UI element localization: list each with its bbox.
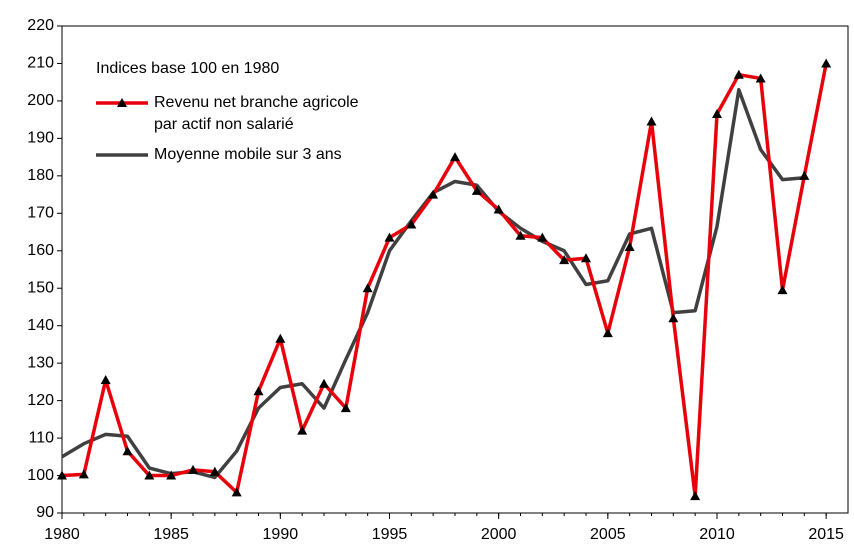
point-marker — [340, 403, 351, 413]
point-marker — [537, 232, 548, 242]
x-tick-label: 2015 — [808, 526, 844, 543]
y-tick-label: 130 — [27, 354, 54, 371]
legend-label: Moyenne mobile sur 3 ans — [154, 146, 342, 163]
series-line — [61, 63, 828, 498]
y-tick-label: 210 — [27, 55, 54, 72]
y-tick-label: 140 — [27, 317, 54, 334]
y-tick-label: 220 — [27, 17, 54, 34]
annotation: Indices base 100 en 1980 — [96, 60, 279, 77]
point-marker — [471, 185, 482, 195]
point-marker — [450, 152, 460, 162]
y-tick-label: 110 — [28, 429, 54, 446]
point-marker — [733, 69, 744, 79]
point-marker — [799, 170, 810, 180]
point-marker — [78, 469, 89, 479]
legend-label: Revenu net branche agricole par actif non… — [154, 94, 359, 133]
x-tick-label: 2010 — [699, 526, 735, 543]
y-tick-label: 90 — [36, 504, 54, 521]
point-marker — [144, 470, 155, 480]
y-tick-label: 160 — [27, 242, 54, 259]
point-marker — [755, 73, 766, 83]
point-marker — [297, 425, 308, 435]
x-tick-label: 1980 — [44, 526, 80, 543]
point-marker — [581, 253, 591, 263]
y-tick-label: 100 — [27, 467, 54, 484]
point-marker — [231, 487, 242, 497]
point-marker — [362, 283, 373, 293]
x-tick-label: 2000 — [481, 526, 517, 543]
point-marker — [624, 242, 635, 252]
point-marker — [253, 386, 264, 396]
point-marker — [646, 116, 657, 126]
y-tick-label: 120 — [27, 392, 54, 409]
y-tick-label: 150 — [27, 279, 54, 296]
point-marker — [275, 333, 286, 343]
point-marker — [602, 328, 613, 338]
point-marker — [166, 470, 177, 480]
point-marker — [209, 466, 220, 476]
y-tick-label: 190 — [27, 130, 54, 147]
point-marker — [384, 232, 395, 242]
point-marker — [493, 204, 504, 214]
point-marker — [100, 375, 111, 385]
x-tick-label: 1995 — [372, 526, 408, 543]
legend-marker — [117, 98, 127, 107]
y-tick-label: 200 — [27, 92, 54, 109]
point-marker — [57, 470, 67, 480]
point-marker — [122, 446, 133, 456]
point-marker — [319, 378, 329, 388]
point-marker — [559, 255, 570, 265]
y-tick-label: 170 — [27, 205, 54, 222]
point-marker — [821, 58, 832, 68]
x-tick-label: 1990 — [263, 526, 299, 543]
y-tick-label: 180 — [27, 167, 54, 184]
x-tick-label: 1985 — [153, 526, 189, 543]
point-marker — [712, 109, 722, 119]
point-marker — [777, 285, 788, 295]
point-marker — [406, 219, 417, 229]
point-marker — [690, 491, 701, 501]
point-marker — [188, 464, 198, 474]
point-marker — [428, 189, 439, 199]
point-marker — [515, 230, 526, 240]
point-marker — [668, 313, 679, 323]
x-tick-label: 2005 — [590, 526, 626, 543]
